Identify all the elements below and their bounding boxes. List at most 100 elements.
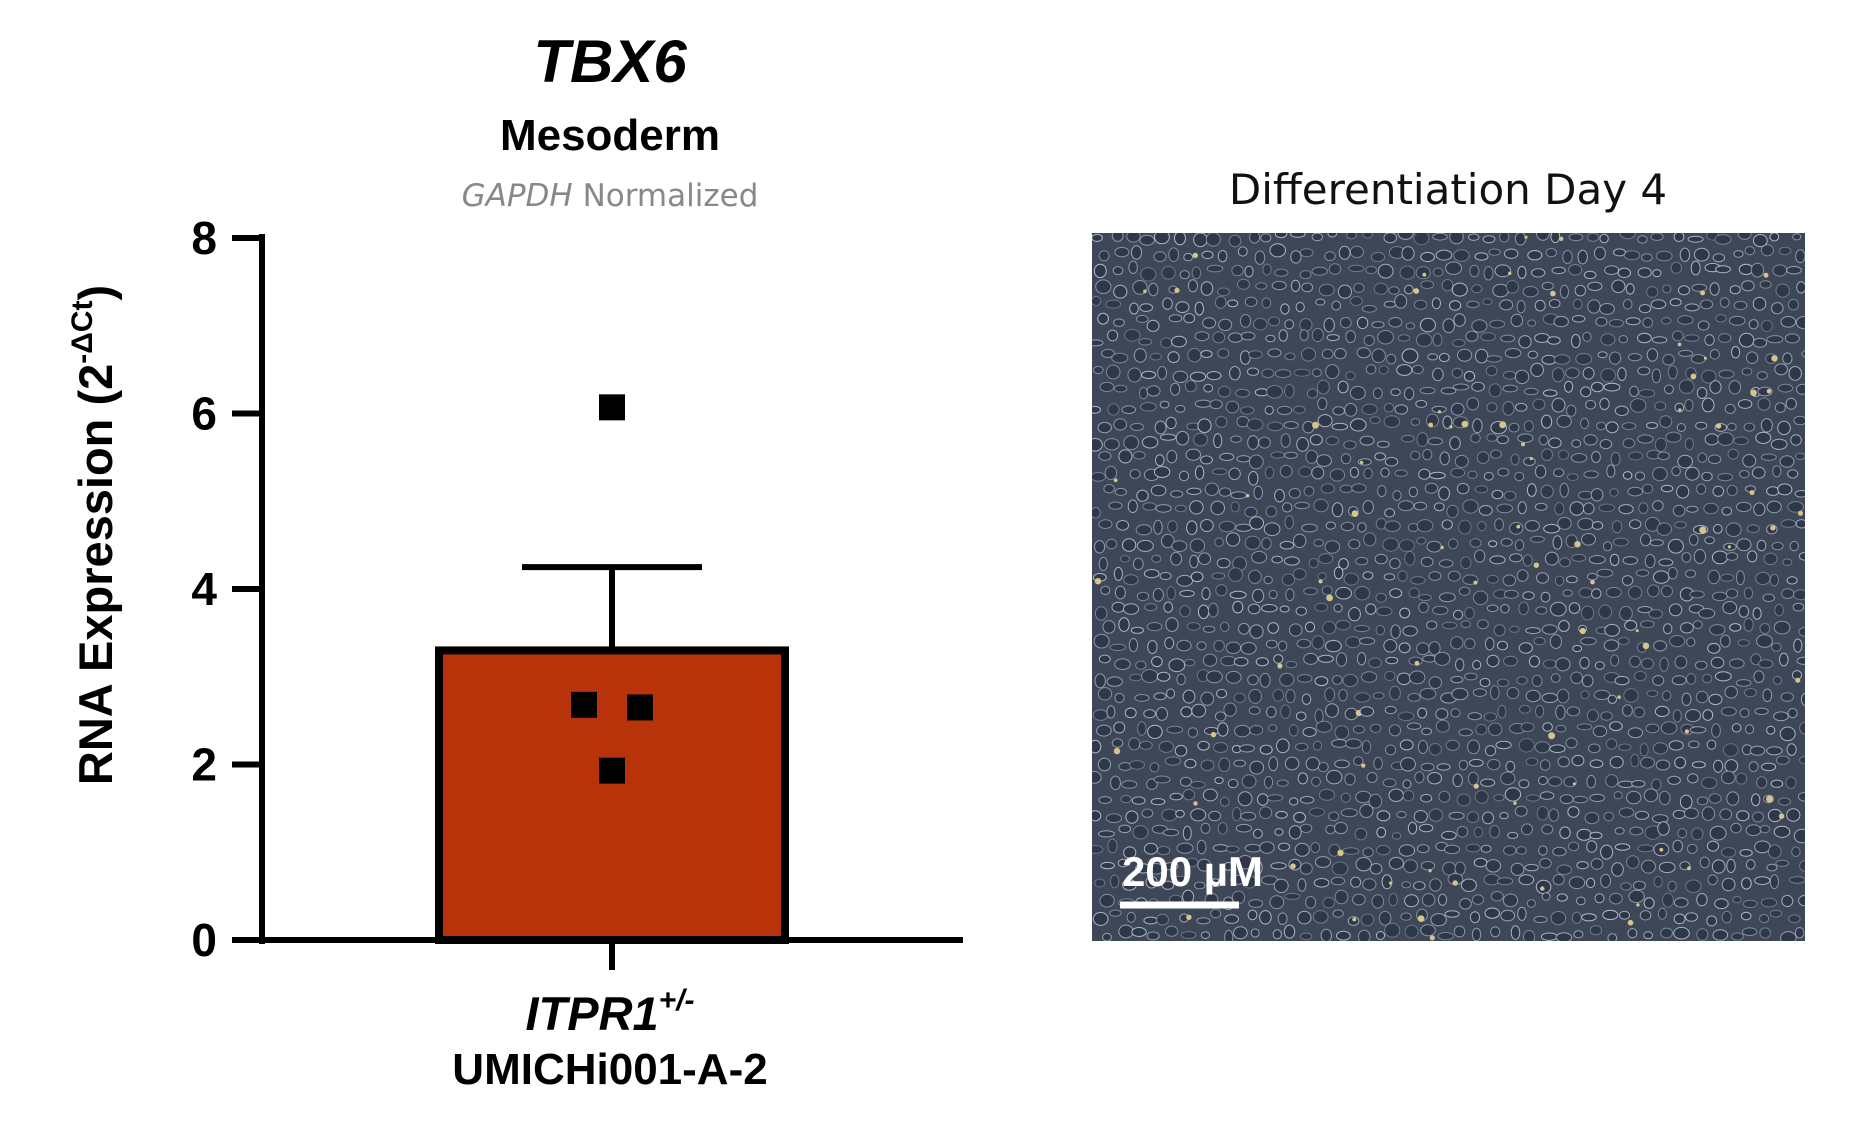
cell — [1757, 397, 1771, 411]
cell — [1667, 365, 1678, 380]
cell — [1739, 849, 1753, 857]
cell — [1338, 245, 1351, 260]
cell — [1316, 379, 1330, 395]
cell — [1332, 675, 1343, 685]
cell — [1586, 840, 1598, 853]
cell — [1766, 725, 1776, 735]
cell — [1777, 483, 1793, 496]
cell — [1570, 671, 1583, 685]
cell — [1362, 847, 1374, 858]
cell — [1685, 912, 1698, 922]
cell — [1486, 355, 1502, 363]
cell — [1377, 263, 1394, 279]
cell — [1524, 863, 1539, 872]
cell — [1686, 673, 1697, 685]
cell — [1301, 282, 1314, 293]
cell — [1454, 454, 1469, 468]
cell — [1349, 385, 1366, 401]
cell — [1637, 844, 1654, 853]
debris-particle — [1529, 457, 1533, 461]
cell — [1340, 792, 1351, 803]
cell — [1142, 502, 1157, 511]
cell — [1268, 589, 1278, 600]
cell — [1540, 591, 1551, 603]
cell — [1149, 352, 1162, 361]
cell — [1531, 674, 1543, 688]
cell — [1591, 451, 1601, 463]
cell — [1193, 432, 1208, 447]
cell — [1594, 661, 1605, 670]
cell — [1580, 386, 1592, 398]
cell — [1558, 449, 1569, 461]
cell — [1218, 520, 1236, 533]
cell — [1456, 826, 1469, 838]
cell — [1232, 807, 1242, 822]
cell — [1190, 571, 1204, 583]
cell — [1344, 403, 1358, 417]
cell — [1731, 346, 1741, 359]
cell — [1621, 575, 1634, 586]
cell — [1732, 896, 1742, 904]
cell — [1756, 776, 1768, 789]
cell — [1576, 828, 1592, 841]
cell — [1490, 449, 1502, 459]
cell — [1456, 793, 1471, 807]
cell — [1349, 296, 1363, 306]
cell — [1389, 685, 1401, 701]
cell — [1141, 808, 1154, 818]
y-tick-label: 0 — [191, 914, 217, 966]
cell — [1586, 709, 1599, 723]
cell — [1466, 300, 1480, 309]
cell — [1229, 590, 1247, 599]
cell — [1193, 881, 1206, 890]
cell — [1309, 434, 1323, 446]
cell — [1746, 524, 1760, 534]
cell — [1156, 913, 1169, 926]
cell — [1094, 540, 1106, 554]
cell — [1285, 689, 1296, 704]
cell — [1299, 318, 1313, 332]
cell — [1643, 788, 1659, 803]
cell — [1220, 621, 1230, 632]
cell — [1658, 558, 1674, 567]
debris-particle — [1499, 421, 1507, 429]
cell — [1398, 844, 1416, 857]
cell — [1752, 811, 1764, 823]
cell — [1700, 299, 1714, 310]
cell — [1257, 793, 1269, 806]
cell — [1698, 608, 1716, 619]
cell — [1317, 397, 1328, 411]
cell — [1284, 515, 1294, 530]
cell — [1326, 769, 1343, 785]
cell — [1179, 605, 1191, 618]
cell — [1632, 880, 1646, 891]
cell — [1416, 432, 1429, 447]
cell — [1365, 603, 1377, 615]
cell — [1745, 351, 1759, 364]
cell — [1726, 422, 1737, 431]
cell — [1113, 284, 1128, 299]
cell — [1354, 827, 1368, 841]
cell — [1471, 894, 1485, 905]
cell — [1752, 337, 1768, 348]
cell — [1357, 652, 1367, 666]
cell — [1397, 500, 1415, 512]
cell — [1201, 250, 1214, 260]
debris-particle — [1318, 579, 1323, 584]
cell — [1759, 927, 1772, 939]
cell — [1687, 843, 1698, 855]
cell — [1651, 368, 1662, 384]
cell — [1552, 846, 1567, 857]
cell — [1213, 433, 1223, 449]
cell — [1402, 779, 1412, 789]
cell — [1196, 641, 1207, 651]
cell — [1269, 895, 1285, 910]
cell — [1646, 422, 1658, 429]
cell — [1421, 727, 1433, 736]
cell — [1451, 367, 1463, 379]
cell — [1541, 692, 1559, 703]
cell — [1383, 639, 1398, 653]
cell — [1410, 576, 1426, 585]
cell — [1283, 924, 1296, 939]
cell — [1553, 468, 1565, 478]
